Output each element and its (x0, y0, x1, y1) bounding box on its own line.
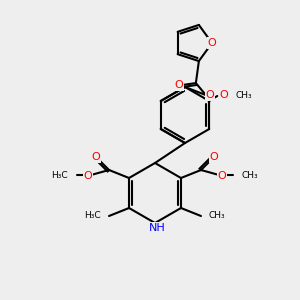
Text: H₃C: H₃C (84, 212, 101, 220)
Text: O: O (206, 90, 214, 100)
Text: H₃C: H₃C (51, 170, 68, 179)
Text: O: O (208, 38, 216, 48)
Text: O: O (84, 171, 92, 181)
Text: CH₃: CH₃ (235, 91, 252, 100)
Text: NH: NH (148, 223, 165, 233)
Text: CH₃: CH₃ (242, 170, 259, 179)
Text: CH₃: CH₃ (209, 212, 226, 220)
Text: O: O (218, 171, 226, 181)
Text: O: O (92, 152, 100, 162)
Text: O: O (175, 80, 183, 90)
Text: O: O (210, 152, 218, 162)
Text: O: O (220, 90, 229, 100)
